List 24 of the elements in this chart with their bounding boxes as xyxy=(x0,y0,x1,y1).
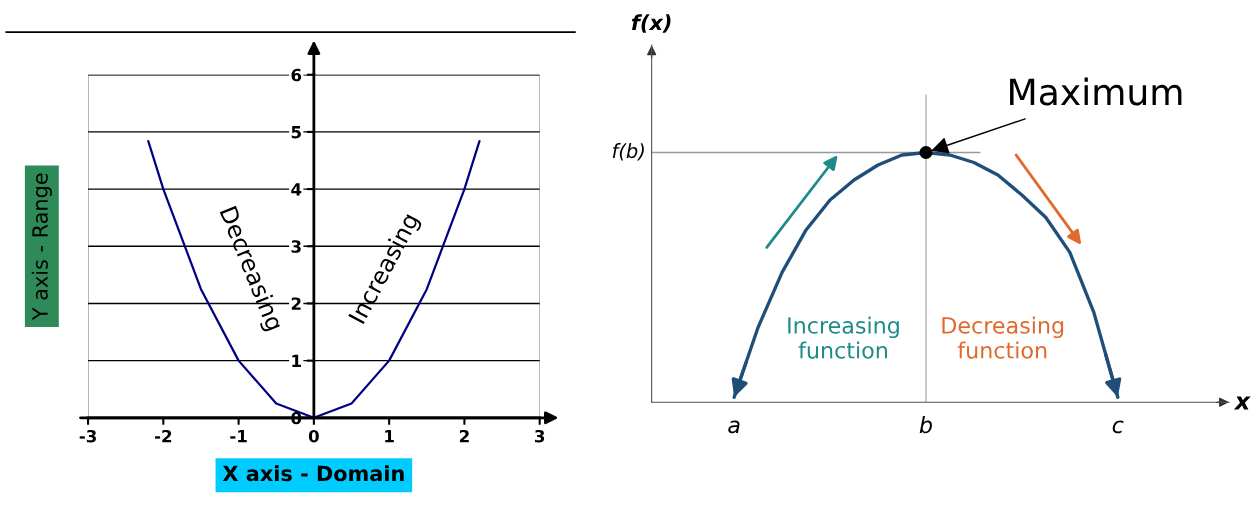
x-tick-label: -2 xyxy=(154,429,172,443)
annotation: Increasing function xyxy=(788,316,899,359)
x-tick-label: 0 xyxy=(308,429,319,443)
x-tick-label: c xyxy=(1112,420,1124,434)
y-tick-label: 4 xyxy=(291,183,302,196)
x-tick-label: 3 xyxy=(535,429,545,443)
y-tick-label: 3 xyxy=(291,240,301,253)
y-tick-label: 5 xyxy=(291,126,301,139)
x-tick-label: a xyxy=(728,420,740,434)
x-tick-label: 2 xyxy=(459,429,469,443)
ref-line-label: f(b) xyxy=(612,143,644,161)
x-tick-label: 1 xyxy=(385,430,394,443)
x-tick-label: b xyxy=(919,416,932,434)
annotation: Maximum xyxy=(1010,77,1182,106)
x-tick-label: -3 xyxy=(79,429,96,443)
y-tick-label: 1 xyxy=(292,354,301,367)
y-tick-label: 2 xyxy=(291,297,301,310)
annotation: Decreasing function xyxy=(942,316,1064,359)
x-axis-title: x xyxy=(1233,396,1251,410)
y-tick-label: 6 xyxy=(291,68,302,82)
x-tick-label: -1 xyxy=(230,430,247,443)
x-axis-title: X axis - Domain xyxy=(222,465,404,482)
y-axis-title: f(x) xyxy=(631,14,671,33)
y-axis-title: Y axis - Range xyxy=(31,173,52,321)
